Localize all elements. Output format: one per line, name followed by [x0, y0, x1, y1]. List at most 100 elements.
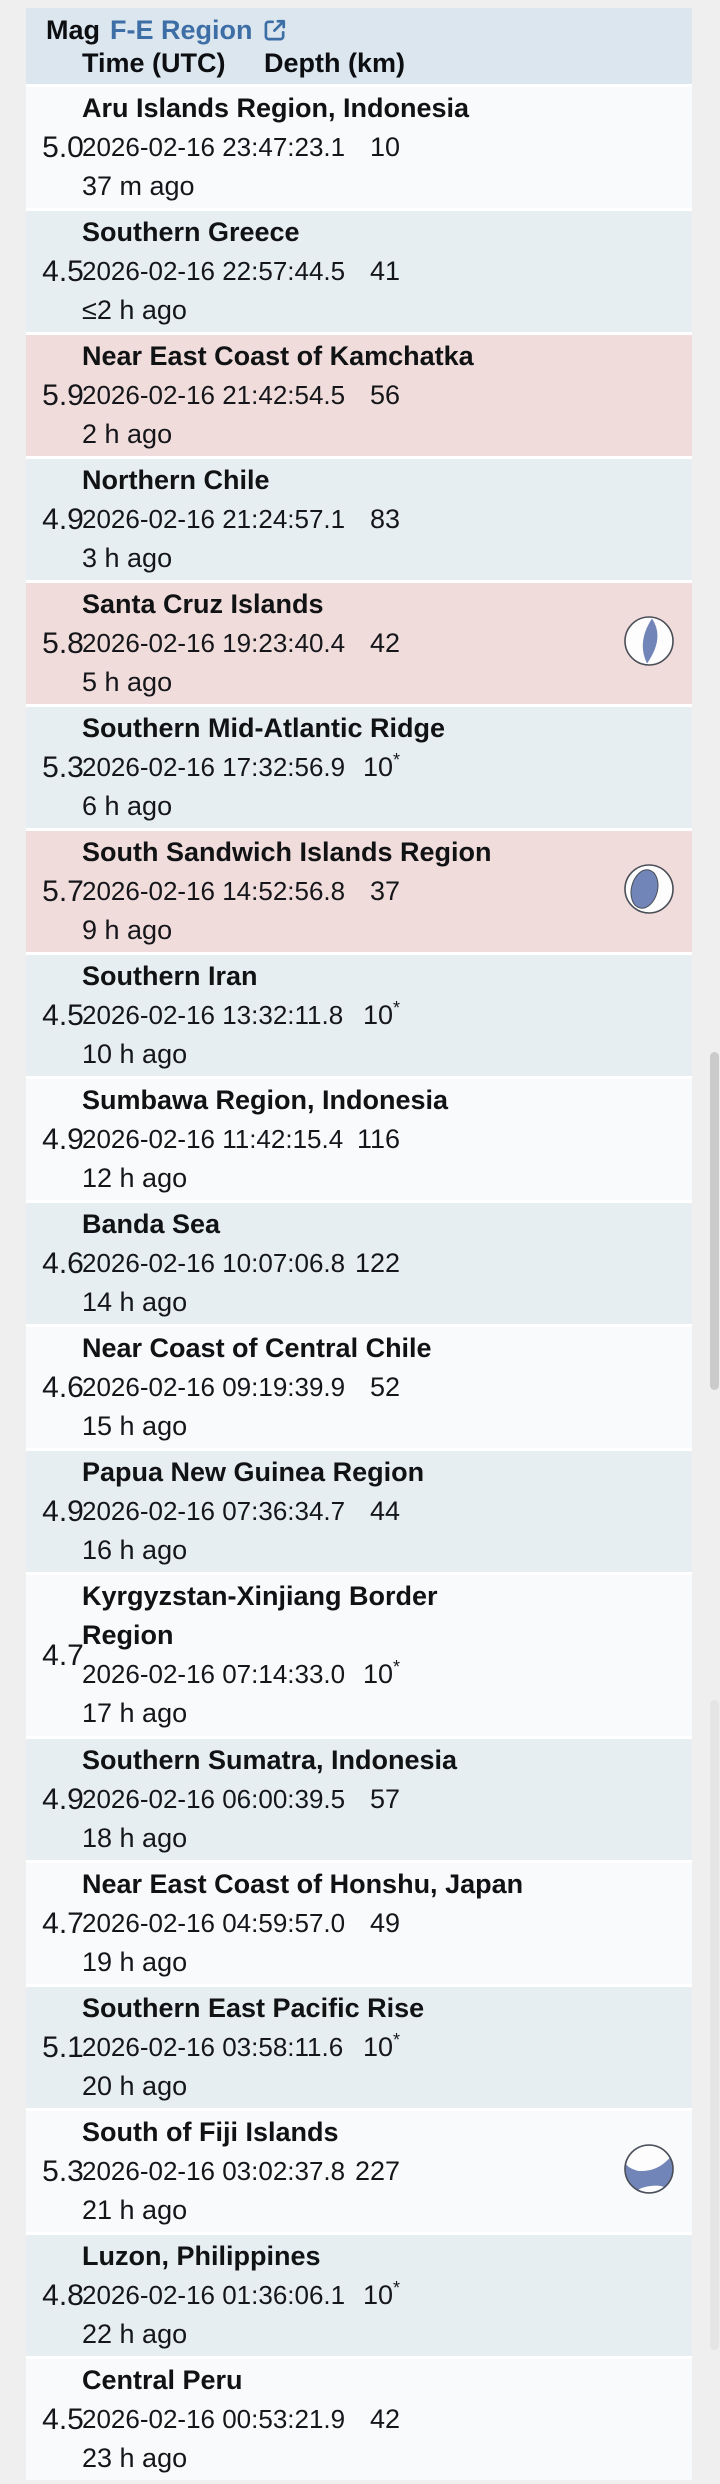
earthquake-row[interactable]: 4.5 Central Peru 2026-02-16 00:53:21.9 4… [26, 2359, 692, 2480]
origin-time: 2026-02-16 03:02:37.8 [82, 2156, 346, 2186]
focal-mechanism-slot [623, 1359, 675, 1411]
time-line: 2026-02-16 13:32:11.8 10* [82, 996, 692, 1035]
time-ago: 9 h ago [82, 915, 173, 945]
time-ago: 14 h ago [82, 1287, 188, 1317]
earthquake-row[interactable]: 4.9 Papua New Guinea Region 2026-02-16 0… [26, 1451, 692, 1572]
magnitude-column-header: Mag [46, 14, 100, 45]
magnitude-value: 4.7 [42, 1906, 84, 1940]
time-line: 2026-02-16 07:14:33.0 10* [82, 1655, 692, 1694]
row-content: South of Fiji Islands 2026-02-16 03:02:3… [82, 2113, 692, 2230]
magnitude-value: 4.6 [42, 1370, 84, 1404]
earthquake-row[interactable]: 4.8 Luzon, Philippines 2026-02-16 01:36:… [26, 2235, 692, 2356]
depth-value: 42 [370, 624, 400, 663]
depth-number: 10 [362, 1000, 393, 1030]
depth-number: 116 [356, 1124, 400, 1154]
magnitude-value: 4.6 [42, 1246, 84, 1280]
region-name: Southern East Pacific Rise [82, 1993, 425, 2023]
row-content: Near East Coast of Honshu, Japan 2026-02… [82, 1865, 692, 1982]
magnitude-value: 5.7 [42, 874, 84, 908]
focal-mechanism-slot [623, 987, 675, 1039]
time-line: 2026-02-16 21:42:54.5 56 [82, 376, 692, 415]
row-content: Near East Coast of Kamchatka 2026-02-16 … [82, 337, 692, 454]
focal-mechanism-slot [623, 1607, 675, 1659]
earthquake-row[interactable]: 5.8 Santa Cruz Islands 2026-02-16 19:23:… [26, 583, 692, 704]
table-container: Mag F-E Region Time (UTC) Depth (km) [26, 8, 692, 2480]
time-ago: 12 h ago [82, 1163, 188, 1193]
table-header: Mag F-E Region Time (UTC) Depth (km) [26, 8, 692, 84]
header-line-2: Time (UTC) Depth (km) [26, 48, 692, 84]
depth-value: 83 [370, 500, 400, 539]
focal-mechanism-slot [623, 1235, 675, 1287]
focal-mechanism-slot [623, 243, 675, 295]
earthquake-row[interactable]: 5.1 Southern East Pacific Rise 2026-02-1… [26, 1987, 692, 2108]
focal-mechanism-slot [623, 739, 675, 791]
depth-number: 37 [369, 876, 400, 906]
origin-time: 2026-02-16 01:36:06.1 [82, 2280, 346, 2310]
depth-value: 10* [363, 2276, 400, 2315]
focal-mechanism-icon [624, 864, 674, 914]
earthquake-row[interactable]: 4.5 Southern Iran 2026-02-16 13:32:11.8 … [26, 955, 692, 1076]
earthquake-row[interactable]: 4.9 Southern Sumatra, Indonesia 2026-02-… [26, 1739, 692, 1860]
earthquake-row[interactable]: 5.0 Aru Islands Region, Indonesia 2026-0… [26, 87, 692, 208]
depth-number: 83 [369, 504, 400, 534]
time-ago: 16 h ago [82, 1535, 188, 1565]
row-content: Banda Sea 2026-02-16 10:07:06.8 122 14 h… [82, 1205, 692, 1322]
depth-value: 10* [363, 1655, 400, 1694]
earthquake-row[interactable]: 5.3 South of Fiji Islands 2026-02-16 03:… [26, 2111, 692, 2232]
scrollbar-thumb[interactable] [710, 1052, 719, 1390]
time-column-header: Time (UTC) [82, 48, 226, 78]
time-line: 2026-02-16 23:47:23.1 10 [82, 128, 692, 167]
earthquake-row[interactable]: 4.6 Near Coast of Central Chile 2026-02-… [26, 1327, 692, 1448]
time-ago: 19 h ago [82, 1947, 188, 1977]
time-ago: ≤2 h ago [82, 295, 187, 325]
time-line: 2026-02-16 17:32:56.9 10* [82, 748, 692, 787]
row-content: Southern East Pacific Rise 2026-02-16 03… [82, 1989, 692, 2106]
row-content: Southern Greece 2026-02-16 22:57:44.5 41… [82, 213, 692, 330]
fe-region-link[interactable]: F-E Region [110, 15, 289, 46]
earthquake-row[interactable]: 5.3 Southern Mid-Atlantic Ridge 2026-02-… [26, 707, 692, 828]
earthquake-row[interactable]: 4.9 Northern Chile 2026-02-16 21:24:57.1… [26, 459, 692, 580]
earthquake-row[interactable]: 4.6 Banda Sea 2026-02-16 10:07:06.8 122 … [26, 1203, 692, 1324]
depth-value: 10 [370, 128, 400, 167]
origin-time: 2026-02-16 13:32:11.8 [82, 1000, 344, 1030]
focal-mechanism-slot [623, 615, 675, 667]
region-name: Banda Sea [82, 1209, 221, 1239]
earthquake-row[interactable]: 5.7 South Sandwich Islands Region 2026-0… [26, 831, 692, 952]
time-ago: 5 h ago [82, 667, 173, 697]
time-ago: 21 h ago [82, 2195, 188, 2225]
depth-uncertain-asterisk: * [392, 1657, 400, 1677]
depth-number: 227 [354, 2156, 400, 2186]
earthquake-row[interactable]: 5.9 Near East Coast of Kamchatka 2026-02… [26, 335, 692, 456]
region-name: Near Coast of Central Chile [82, 1333, 432, 1363]
row-content: South Sandwich Islands Region 2026-02-16… [82, 833, 692, 950]
magnitude-value: 5.3 [42, 750, 84, 784]
region-name-line2: Region [82, 1620, 174, 1650]
origin-time: 2026-02-16 17:32:56.9 [82, 752, 346, 782]
origin-time: 2026-02-16 21:42:54.5 [82, 380, 346, 410]
depth-number: 52 [369, 1372, 400, 1402]
depth-uncertain-asterisk: * [392, 998, 400, 1018]
depth-value: 57 [370, 1780, 400, 1819]
time-ago: 6 h ago [82, 791, 173, 821]
depth-value: 10* [363, 996, 400, 1035]
earthquake-row[interactable]: 4.5 Southern Greece 2026-02-16 22:57:44.… [26, 211, 692, 332]
earthquake-row[interactable]: 4.7 Kyrgyzstan-Xinjiang Border Region 20… [26, 1575, 692, 1736]
time-line: 2026-02-16 03:58:11.6 10* [82, 2028, 692, 2067]
time-ago: 37 m ago [82, 171, 195, 201]
time-line: 2026-02-16 14:52:56.8 37 [82, 872, 692, 911]
origin-time: 2026-02-16 23:47:23.1 [82, 132, 346, 162]
depth-value: 10* [363, 2028, 400, 2067]
earthquake-row[interactable]: 4.7 Near East Coast of Honshu, Japan 202… [26, 1863, 692, 1984]
time-ago: 2 h ago [82, 419, 173, 449]
time-line: 2026-02-16 06:00:39.5 57 [82, 1780, 692, 1819]
magnitude-value: 4.5 [42, 998, 84, 1032]
time-line: 2026-02-16 03:02:37.8 227 [82, 2152, 692, 2191]
depth-number: 42 [369, 2404, 400, 2434]
row-content: Southern Iran 2026-02-16 13:32:11.8 10* … [82, 957, 692, 1074]
depth-number: 10 [369, 132, 400, 162]
depth-value: 42 [370, 2400, 400, 2439]
earthquake-row[interactable]: 4.9 Sumbawa Region, Indonesia 2026-02-16… [26, 1079, 692, 1200]
origin-time: 2026-02-16 03:58:11.6 [82, 2032, 344, 2062]
depth-number: 10 [362, 1659, 393, 1689]
time-ago: 22 h ago [82, 2319, 188, 2349]
